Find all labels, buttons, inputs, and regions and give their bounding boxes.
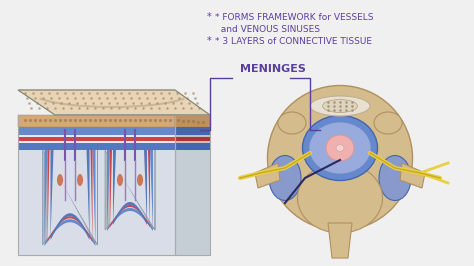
Ellipse shape xyxy=(267,85,412,231)
Text: * 3 LAYERS of CONNECTIVE TISSUE: * 3 LAYERS of CONNECTIVE TISSUE xyxy=(215,37,372,46)
Text: *: * xyxy=(207,36,212,46)
Polygon shape xyxy=(43,150,98,245)
Polygon shape xyxy=(105,150,155,230)
Polygon shape xyxy=(18,137,175,141)
Polygon shape xyxy=(328,223,352,258)
Polygon shape xyxy=(400,163,425,188)
Polygon shape xyxy=(110,150,150,227)
Polygon shape xyxy=(47,150,92,242)
Ellipse shape xyxy=(117,174,123,186)
Polygon shape xyxy=(18,141,175,143)
Ellipse shape xyxy=(310,96,370,116)
Polygon shape xyxy=(107,150,153,231)
Polygon shape xyxy=(18,135,175,137)
Polygon shape xyxy=(113,150,147,225)
Ellipse shape xyxy=(379,156,411,201)
Polygon shape xyxy=(175,150,210,255)
Polygon shape xyxy=(18,90,210,115)
Polygon shape xyxy=(47,155,92,240)
Ellipse shape xyxy=(336,144,344,152)
Polygon shape xyxy=(175,115,210,127)
Text: *: * xyxy=(207,12,212,22)
Ellipse shape xyxy=(278,112,306,134)
Ellipse shape xyxy=(57,174,63,186)
Ellipse shape xyxy=(326,135,354,161)
Polygon shape xyxy=(18,115,175,255)
Polygon shape xyxy=(18,127,175,135)
Ellipse shape xyxy=(374,112,402,134)
Polygon shape xyxy=(175,127,210,135)
Ellipse shape xyxy=(137,174,143,186)
Polygon shape xyxy=(110,155,150,225)
Ellipse shape xyxy=(309,122,371,174)
Polygon shape xyxy=(175,115,210,255)
Text: MENINGES: MENINGES xyxy=(240,64,306,74)
Ellipse shape xyxy=(322,99,357,113)
Polygon shape xyxy=(51,150,90,240)
Polygon shape xyxy=(18,115,175,127)
Ellipse shape xyxy=(302,115,377,181)
Polygon shape xyxy=(255,163,280,188)
Polygon shape xyxy=(18,143,175,150)
Ellipse shape xyxy=(77,174,83,186)
Polygon shape xyxy=(175,137,210,141)
Text: and VENOUS SINUSES: and VENOUS SINUSES xyxy=(215,25,320,34)
Ellipse shape xyxy=(298,163,383,233)
Polygon shape xyxy=(18,150,175,255)
Polygon shape xyxy=(45,150,95,246)
Ellipse shape xyxy=(269,156,301,201)
Polygon shape xyxy=(175,143,210,150)
Text: * FORMS FRAMEWORK for VESSELS: * FORMS FRAMEWORK for VESSELS xyxy=(215,13,374,22)
